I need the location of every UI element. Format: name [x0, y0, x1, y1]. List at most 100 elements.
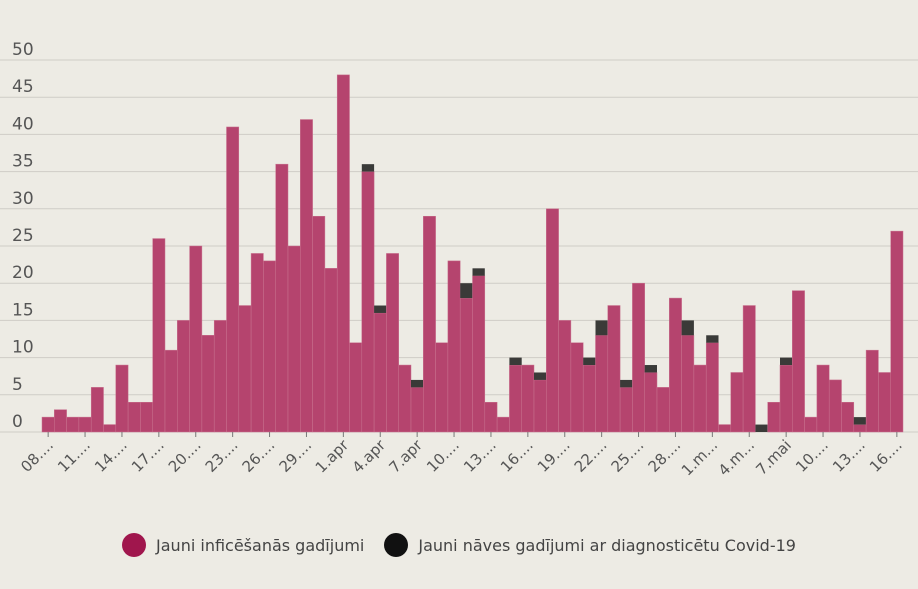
bar-infections[interactable] — [779, 364, 793, 433]
bar-infections[interactable] — [533, 379, 547, 433]
bar-infections[interactable] — [349, 342, 363, 433]
bar-deaths[interactable] — [681, 320, 694, 336]
y-tick-label: 30 — [12, 189, 34, 209]
bar-infections[interactable] — [718, 424, 732, 433]
x-tick-label: 28.... — [645, 436, 685, 476]
bar-infections[interactable] — [189, 245, 203, 433]
bar-infections[interactable] — [878, 372, 891, 433]
x-tick-label: 1.apr — [312, 436, 353, 477]
bar-infections[interactable] — [324, 268, 338, 433]
bar-infections[interactable] — [472, 275, 486, 433]
bar-infections[interactable] — [816, 364, 830, 433]
bar-infections[interactable] — [841, 401, 855, 433]
bar-infections[interactable] — [509, 364, 522, 433]
bar-infections[interactable] — [496, 416, 510, 433]
legend-item-deaths[interactable]: Jauni nāves gadījumi ar diagnosticētu Co… — [384, 533, 796, 557]
y-tick-label: 35 — [12, 152, 34, 172]
bar-deaths[interactable] — [472, 268, 485, 276]
bar-infections[interactable] — [386, 253, 399, 433]
bar-deaths[interactable] — [706, 335, 719, 343]
bar-deaths[interactable] — [460, 283, 473, 299]
bar-infections[interactable] — [656, 387, 670, 433]
bar-infections[interactable] — [201, 335, 215, 433]
y-tick-label: 20 — [12, 263, 34, 283]
bar-infections[interactable] — [484, 401, 498, 433]
bar-infections[interactable] — [66, 416, 80, 433]
bar-infections[interactable] — [447, 260, 461, 433]
bar-deaths[interactable] — [595, 320, 608, 336]
bar-infections[interactable] — [632, 282, 645, 433]
bar-deaths[interactable] — [620, 379, 633, 388]
bar-infections[interactable] — [890, 230, 904, 433]
bar-infections[interactable] — [41, 416, 55, 433]
bar-infections[interactable] — [681, 335, 695, 433]
bar-deaths[interactable] — [361, 164, 375, 172]
bar-infections[interactable] — [521, 364, 535, 433]
infections-swatch-icon — [122, 533, 147, 557]
bar-deaths[interactable] — [534, 372, 547, 380]
bar-infections[interactable] — [373, 312, 387, 433]
x-tick-label: 10.... — [423, 436, 463, 476]
bar-infections[interactable] — [90, 387, 104, 433]
bar-infections[interactable] — [595, 335, 609, 433]
bar-infections[interactable] — [410, 387, 424, 433]
bar-infections[interactable] — [767, 401, 781, 433]
bar-infections[interactable] — [423, 215, 436, 433]
bar-infections[interactable] — [226, 126, 240, 433]
bar-infections[interactable] — [78, 416, 92, 433]
bar-infections[interactable] — [177, 320, 190, 433]
bar-infections[interactable] — [742, 305, 756, 433]
bar-infections[interactable] — [263, 260, 276, 433]
bar-infections[interactable] — [250, 253, 264, 433]
bar-infections[interactable] — [115, 364, 129, 433]
bar-infections[interactable] — [164, 349, 178, 433]
bar-deaths[interactable] — [509, 357, 522, 366]
bar-infections[interactable] — [213, 320, 227, 433]
bar-infections[interactable] — [730, 372, 744, 433]
y-tick-label: 25 — [12, 226, 34, 246]
bar-infections[interactable] — [693, 364, 707, 433]
x-tick-label: 4.apr — [349, 436, 390, 477]
bar-infections[interactable] — [705, 342, 719, 433]
bar-infections[interactable] — [275, 163, 289, 433]
bar-deaths[interactable] — [644, 365, 657, 373]
bar-infections[interactable] — [669, 297, 682, 433]
bar-infections[interactable] — [828, 379, 842, 433]
bar-infections[interactable] — [238, 305, 252, 433]
legend-item-infections[interactable]: Jauni inficēšanās gadījumi — [122, 533, 364, 557]
bar-infections[interactable] — [459, 297, 473, 433]
bar-deaths[interactable] — [755, 424, 768, 432]
bar-infections[interactable] — [865, 349, 879, 433]
bar-infections[interactable] — [546, 208, 559, 433]
bar-infections[interactable] — [804, 416, 818, 433]
bar-deaths[interactable] — [853, 417, 867, 425]
bar-infections[interactable] — [152, 238, 166, 433]
bar-deaths[interactable] — [583, 357, 596, 366]
x-tick-label: 11.... — [54, 436, 94, 476]
bar-deaths[interactable] — [411, 379, 424, 388]
bar-infections[interactable] — [619, 387, 633, 433]
bar-infections[interactable] — [853, 424, 867, 433]
bar-infections[interactable] — [644, 372, 658, 433]
bar-infections[interactable] — [287, 245, 301, 433]
bar-infections[interactable] — [558, 320, 572, 433]
bar-infections[interactable] — [54, 409, 67, 433]
bar-infections[interactable] — [127, 401, 141, 433]
x-tick-label: 13.... — [460, 436, 500, 476]
bar-infections[interactable] — [361, 171, 375, 433]
bar-infections[interactable] — [140, 401, 153, 433]
bar-deaths[interactable] — [780, 357, 793, 366]
x-tick-label: 19.... — [534, 436, 574, 476]
bar-infections[interactable] — [435, 342, 449, 433]
bar-infections[interactable] — [300, 119, 313, 433]
x-tick-label: 16.... — [866, 436, 906, 476]
bar-infections[interactable] — [103, 424, 117, 433]
bar-infections[interactable] — [607, 305, 621, 433]
bar-infections[interactable] — [582, 364, 596, 433]
bar-infections[interactable] — [792, 290, 805, 433]
bar-infections[interactable] — [312, 215, 326, 433]
bar-infections[interactable] — [570, 342, 584, 433]
bar-infections[interactable] — [398, 364, 412, 433]
bar-deaths[interactable] — [374, 305, 387, 313]
bar-infections[interactable] — [336, 74, 350, 433]
